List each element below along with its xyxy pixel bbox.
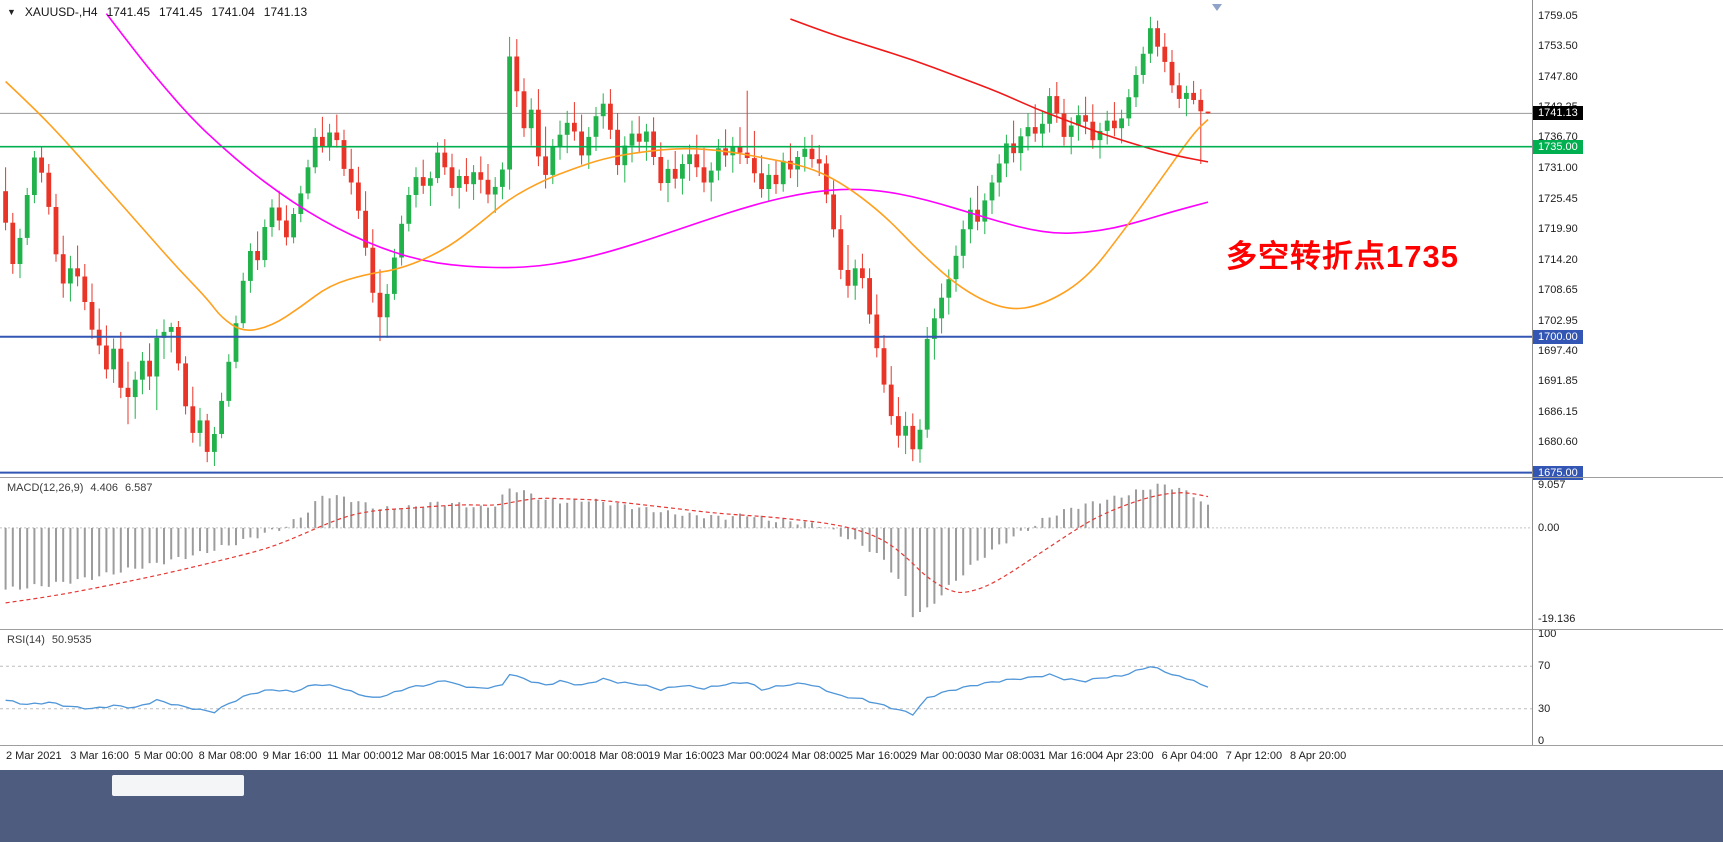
ohlc-high-value: 1741.45 [159,5,203,19]
rsi-tick-label: 70 [1538,660,1551,673]
current-price-label: 1741.13 [1533,106,1583,121]
price-tick-label: 1747.80 [1538,71,1578,84]
time-tick-label: 17 Mar 00:00 [519,750,585,762]
symbol-period-label: XAUUSD-,H4 [24,5,98,19]
time-tick-label: 7 Apr 12:00 [1225,750,1283,762]
price-tick-label: 1697.40 [1538,344,1578,357]
time-tick-label: 3 Mar 16:00 [70,750,129,762]
rsi-pane-separator[interactable] [0,629,1723,630]
price-tick-label: 1702.95 [1538,314,1578,327]
price-tick-label: 1719.90 [1538,222,1578,235]
price-tick-label: 1680.60 [1538,436,1578,449]
ma-magenta-line [105,13,1209,269]
rsi-tick-label: 100 [1538,628,1557,641]
ohlc-low-value: 1741.04 [211,5,255,19]
rsi-tick-label: 0 [1538,734,1545,747]
macd-indicator-label: MACD(12,26,9) 4.406 6.587 [7,482,152,494]
autoscroll-marker-icon[interactable] [1212,4,1222,11]
hline-label-1675: 1675.00 [1533,465,1583,480]
time-tick-label: 12 Mar 08:00 [391,750,457,762]
rsi-line [5,666,1209,716]
price-tick-label: 1686.15 [1538,406,1578,418]
macd-signal-value: 6.587 [124,482,153,494]
price-tick-label: 1731.00 [1538,162,1578,175]
time-tick-label: 29 Mar 00:00 [904,750,970,762]
macd-main-value: 4.406 [90,482,118,494]
price-tick-label: 1708.65 [1538,283,1578,296]
price-chart-svg [0,13,1532,474]
macd-tick-label: 0.00 [1538,521,1560,534]
rsi-tick-label: 30 [1538,702,1551,715]
hline-label-1735: 1735.00 [1533,139,1583,154]
chart-annotation-text[interactable]: 多空转折点1735 [1226,239,1459,274]
price-axis-column[interactable]: 1759.051753.501747.801742.251736.701731.… [1533,0,1723,747]
time-tick-label: 31 Mar 16:00 [1033,750,1099,762]
footer-highlight-box[interactable] [112,775,244,796]
time-tick-label: 2 Mar 2021 [6,750,62,762]
macd-pane-separator[interactable] [0,477,1723,478]
rsi-indicator-label: RSI(14) 50.9535 [7,634,92,646]
time-tick-label: 8 Apr 20:00 [1290,750,1347,762]
time-axis[interactable]: 2 Mar 2021 3 Mar 16:00 5 Mar 00:00 8 Mar 08… [0,746,1723,770]
ma-red-line [790,18,1209,163]
rsi-pane[interactable] [0,630,1532,745]
time-tick-label: 8 Mar 08:00 [198,750,258,762]
price-tick-label: 1725.45 [1538,192,1578,205]
time-axis-separator [0,745,1723,746]
price-tick-label: 1691.85 [1538,375,1578,388]
macd-tick-label: -19.136 [1538,612,1576,625]
ohlc-open-value: 1741.45 [106,5,150,19]
time-tick-label: 23 Mar 00:00 [712,750,778,762]
time-tick-label: 19 Mar 16:00 [648,750,713,762]
time-tick-label: 5 Mar 00:00 [134,750,194,762]
macd-tick-label: 9.057 [1538,478,1566,491]
ma-orange-line [5,80,1209,331]
price-axis-separator [1532,0,1533,745]
time-tick-label: 9 Mar 16:00 [262,750,322,762]
price-tick-label: 1759.05 [1538,10,1578,23]
price-tick-label: 1714.20 [1538,253,1578,266]
rsi-value: 50.9535 [51,634,92,646]
time-tick-label: 4 Apr 23:00 [1097,750,1154,762]
chart-title: ▼ XAUUSD-,H4 1741.45 1741.45 1741.04 174… [7,5,307,19]
one-click-trading-arrow-icon[interactable]: ▼ [7,7,16,17]
macd-chart-svg [0,483,1532,618]
time-tick-label: 30 Mar 08:00 [969,750,1034,762]
macd-histogram [4,483,1209,618]
time-tick-label: 18 Mar 08:00 [583,750,649,762]
ohlc-close-value: 1741.13 [263,5,308,19]
candles-layer [3,16,1211,466]
bottom-band [0,770,1723,842]
time-tick-label: 11 Mar 00:00 [327,750,392,762]
time-tick-label: 15 Mar 16:00 [455,750,521,762]
price-pane[interactable] [0,0,1532,478]
macd-name: MACD(12,26,9) [7,482,84,494]
time-tick-label: 25 Mar 16:00 [840,750,906,762]
macd-signal-line [5,492,1209,604]
rsi-chart-svg [0,665,1532,716]
price-tick-label: 1753.50 [1538,40,1578,53]
rsi-name: RSI(14) [7,634,45,646]
macd-pane[interactable] [0,478,1532,630]
time-tick-label: 6 Apr 04:00 [1161,750,1218,762]
hline-label-1700: 1700.00 [1533,329,1583,344]
time-tick-label: 24 Mar 08:00 [776,750,842,762]
